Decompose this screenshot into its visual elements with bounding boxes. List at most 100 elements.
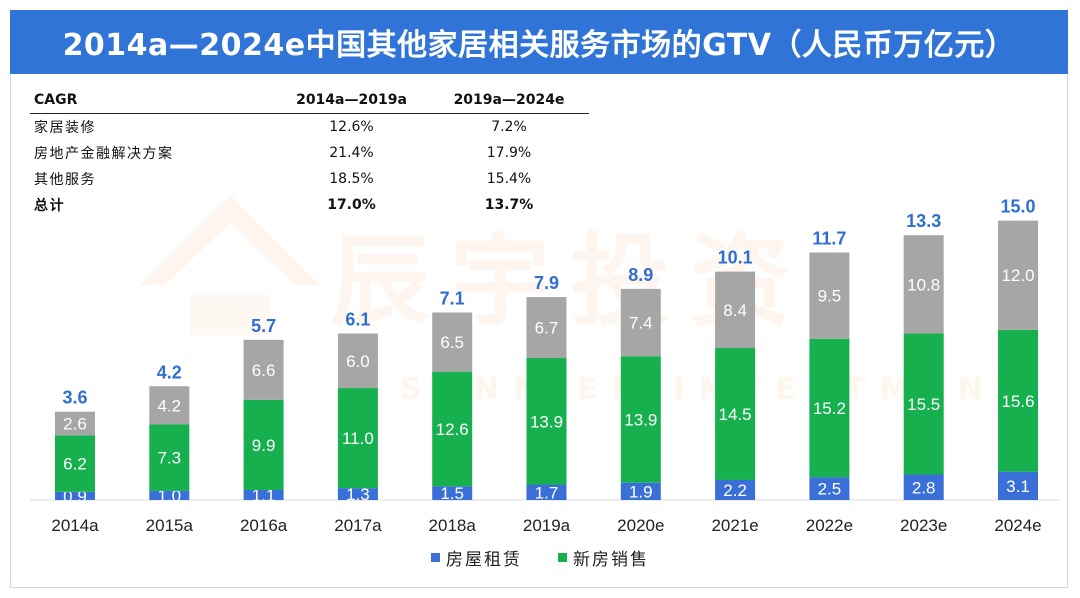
x-tick-label: 2017a	[334, 516, 382, 535]
x-tick-label: 2019a	[523, 516, 571, 535]
bar-segment-new-home	[149, 424, 190, 491]
x-tick-label: 2014a	[51, 516, 99, 535]
data-label-rent: 2.5	[818, 480, 842, 499]
data-label-new-home: 11.0	[342, 429, 374, 448]
bar-segment-rent	[715, 479, 756, 500]
cagr-table: CAGR 2014a—2019a 2019a—2024e 家居装修 12.6% …	[30, 88, 589, 218]
data-label-new-home: 14.5	[719, 405, 752, 424]
data-label-other: 9.5	[818, 287, 842, 306]
x-tick-label: 2018a	[429, 516, 477, 535]
cagr-row-label: 房地产金融解决方案	[34, 146, 174, 162]
data-label-rent: 3.1	[1006, 477, 1030, 496]
legend-label-new-home: 新房销售	[573, 550, 649, 570]
x-tick-label: 2015a	[146, 516, 194, 535]
table-row: 其他服务 18.5% 15.4%	[30, 166, 589, 192]
bar-segment-other	[715, 271, 756, 349]
legend-swatch-rent	[431, 553, 440, 562]
data-label-rent: 2.2	[723, 481, 747, 500]
data-label-other: 6.5	[440, 333, 464, 352]
x-tick-label: 2024e	[994, 516, 1041, 535]
bar-segment-rent	[55, 491, 95, 500]
bar-segment-new-home	[620, 356, 661, 483]
total-label: 6.1	[345, 309, 370, 329]
bar-segment-other	[620, 288, 661, 357]
bar-segment-rent	[998, 471, 1038, 500]
total-label: 7.1	[440, 289, 465, 309]
data-label-new-home: 13.9	[530, 412, 563, 431]
data-label-rent: 1.5	[440, 484, 464, 503]
bar-segment-other	[337, 333, 378, 389]
x-tick-label: 2016a	[240, 516, 288, 535]
cagr-value: 15.4%	[486, 171, 532, 187]
legend-swatch-new-home	[558, 553, 567, 562]
x-tick-label: 2020e	[617, 516, 664, 535]
data-label-new-home: 6.2	[63, 455, 87, 474]
watermark-house-icon	[140, 195, 320, 335]
cagr-value: 21.4%	[329, 145, 374, 161]
x-tick-label: 2021e	[711, 516, 758, 535]
bar-segment-other	[432, 312, 473, 372]
cagr-value: 18.5%	[329, 171, 374, 187]
cagr-row-label: 总计	[34, 198, 65, 214]
total-label: 8.9	[628, 265, 653, 285]
bar-segment-rent	[809, 477, 850, 500]
bar-segment-rent	[903, 474, 944, 500]
data-label-other: 4.2	[157, 396, 181, 415]
bar-segment-new-home	[715, 348, 756, 480]
bar-segment-new-home	[526, 358, 567, 485]
data-label-new-home: 9.9	[252, 436, 276, 455]
legend-item-new-home: 新房销售	[558, 545, 649, 570]
cagr-value: 13.7%	[484, 197, 534, 213]
bar-segment-other	[903, 235, 944, 334]
bar-segment-other	[149, 386, 190, 425]
bar-segment-new-home	[243, 399, 284, 490]
data-label-new-home: 7.3	[157, 449, 181, 468]
total-label: 11.7	[812, 228, 846, 248]
cagr-row-label: 其他服务	[34, 172, 96, 188]
total-label: 3.6	[62, 388, 87, 408]
data-label-rent: 1.1	[252, 486, 276, 505]
cagr-header-row: CAGR 2014a—2019a 2019a—2024e	[30, 88, 589, 114]
cagr-header-period-2: 2019a—2024e	[429, 88, 589, 114]
data-label-other: 6.7	[535, 319, 559, 338]
total-label: 7.9	[534, 273, 559, 293]
table-row: 家居装修 12.6% 7.2%	[30, 114, 589, 141]
bar-segment-new-home	[998, 329, 1038, 472]
bar-segment-new-home	[809, 338, 850, 478]
data-label-rent: 2.8	[912, 478, 936, 497]
cagr-value: 17.0%	[327, 197, 376, 213]
bar-segment-new-home	[55, 435, 95, 492]
bar-segment-new-home	[337, 388, 378, 489]
data-label-other: 8.4	[723, 301, 747, 320]
table-row: 房地产金融解决方案 21.4% 17.9%	[30, 140, 589, 166]
cagr-row-label: 家居装修	[34, 120, 96, 136]
total-label: 15.0	[1000, 197, 1035, 217]
data-label-new-home: 12.6	[436, 420, 469, 439]
data-label-new-home: 15.5	[907, 395, 940, 414]
table-row-total: 总计 17.0% 13.7%	[30, 192, 589, 218]
data-label-new-home: 15.6	[1001, 392, 1034, 411]
data-label-other: 7.4	[629, 314, 653, 333]
total-label: 10.1	[718, 248, 753, 268]
data-label-other: 10.8	[907, 275, 940, 294]
x-tick-label: 2022e	[806, 516, 853, 535]
data-label-other: 2.6	[63, 415, 87, 434]
legend-item-rent: 房屋租赁	[431, 545, 522, 570]
bar-segment-new-home	[903, 333, 944, 475]
data-label-other: 6.6	[252, 361, 276, 380]
bar-segment-rent	[432, 486, 473, 500]
data-label-rent: 1.7	[535, 483, 559, 502]
total-label: 13.3	[906, 211, 941, 231]
total-label: 5.7	[251, 316, 276, 336]
legend-label-rent: 房屋租赁	[446, 550, 522, 570]
bar-segment-rent	[620, 482, 661, 500]
bar-segment-other	[998, 220, 1038, 330]
bar-segment-other	[243, 339, 284, 400]
cagr-value: 7.2%	[491, 119, 527, 135]
cagr-header-period-1: 2014a—2019a	[274, 88, 429, 114]
data-label-other: 6.0	[346, 352, 370, 371]
bar-segment-rent	[337, 488, 378, 500]
data-label-new-home: 13.9	[624, 410, 657, 429]
data-label-other: 12.0	[1001, 266, 1034, 285]
